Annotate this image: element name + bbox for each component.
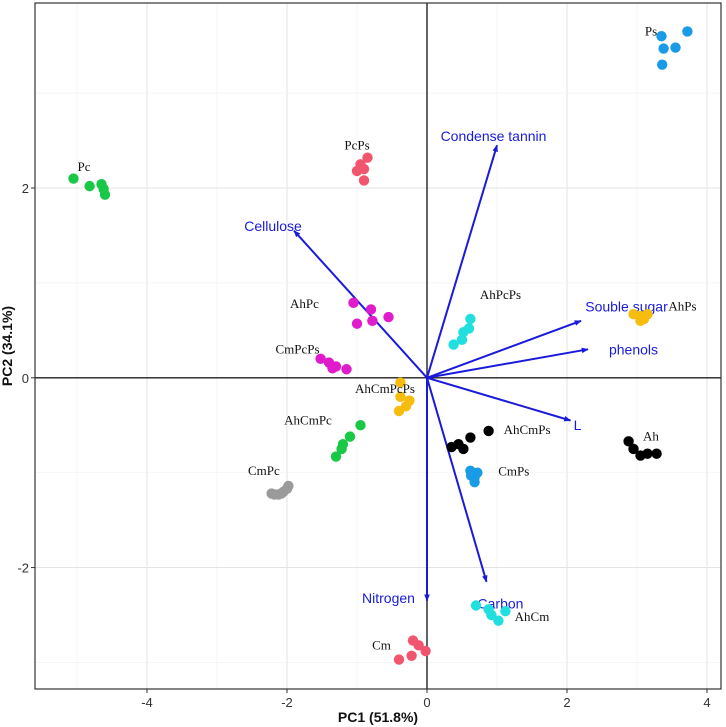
data-point <box>383 311 394 323</box>
data-point <box>486 609 497 621</box>
plot-panel-border <box>34 2 722 690</box>
group-label: CmPc <box>248 463 280 478</box>
data-point <box>670 42 681 53</box>
y-tick-label: 2 <box>22 181 29 196</box>
data-point <box>456 334 468 346</box>
data-point <box>365 304 377 315</box>
data-point <box>351 318 363 329</box>
sample-points <box>68 26 693 665</box>
data-point <box>395 377 406 388</box>
data-point <box>470 600 482 611</box>
data-point <box>84 180 95 192</box>
data-point <box>99 189 111 200</box>
loading-arrow <box>426 377 488 583</box>
data-point <box>266 488 277 499</box>
data-point <box>628 443 639 455</box>
data-point <box>330 451 342 462</box>
loading-arrow <box>426 319 582 379</box>
x-tick-label: -4 <box>141 695 153 710</box>
data-point <box>500 605 511 617</box>
data-point <box>469 476 480 488</box>
loading-label: Nitrogen <box>362 590 415 606</box>
data-point <box>348 297 359 309</box>
data-point <box>367 315 378 327</box>
data-point <box>493 615 504 626</box>
loading-vectors: Condense tannin Cellulose Souble sugar phen… <box>244 128 668 612</box>
group-label: AhPcPs <box>480 287 521 302</box>
data-point <box>362 152 373 163</box>
data-point <box>448 339 459 350</box>
x-tick-label: 0 <box>423 695 430 710</box>
data-point <box>682 26 693 37</box>
loading-arrow <box>293 230 428 379</box>
data-point <box>465 432 476 443</box>
data-point <box>336 443 347 455</box>
data-point <box>642 448 653 459</box>
loading-label: phenols <box>609 341 658 357</box>
group-label: Ah <box>643 429 659 444</box>
loading-label: Cellulose <box>244 218 302 234</box>
group-label: Ps <box>645 23 657 38</box>
group-label: AhCmPcPs <box>355 381 415 396</box>
group-label: AhCmPc <box>284 412 332 427</box>
data-point <box>393 405 405 417</box>
data-point <box>658 43 669 54</box>
x-tick-label: 2 <box>563 695 570 710</box>
data-point <box>358 163 370 175</box>
group-label: Pc <box>78 159 91 174</box>
axis-ticks: -4 -2 0 2 4 -2 0 2 <box>17 181 710 710</box>
group-label: AhCmPs <box>504 422 551 437</box>
group-label: CmPs <box>498 464 529 479</box>
loading-arrow <box>426 376 572 422</box>
group-label: CmPcPs <box>275 341 319 356</box>
data-point <box>656 31 667 42</box>
data-point <box>657 59 668 70</box>
y-axis-title: PC2 (34.1%) <box>0 306 15 386</box>
data-point <box>635 315 646 327</box>
data-point <box>406 650 417 661</box>
data-point <box>651 448 662 459</box>
data-point <box>413 640 424 651</box>
data-point <box>341 364 352 375</box>
x-tick-label: -2 <box>281 695 293 710</box>
group-label: Cm <box>372 637 391 652</box>
y-tick-label: 0 <box>22 371 29 386</box>
loading-label: Souble sugar <box>585 299 668 315</box>
data-point <box>355 420 366 431</box>
data-point <box>458 443 469 455</box>
group-label: AhPs <box>668 299 696 314</box>
loading-arrow <box>426 144 498 379</box>
loading-arrow <box>426 347 589 379</box>
data-point <box>315 353 326 365</box>
data-point <box>623 436 634 447</box>
group-labels: PsPcPcPsAhPcCmPcPsAhCmPcPsAhPcPsAhPsAhCm… <box>78 23 697 652</box>
data-point <box>68 173 79 184</box>
group-label: AhPc <box>290 296 319 311</box>
data-point <box>446 441 457 453</box>
x-tick-label: 4 <box>703 695 710 710</box>
data-point <box>358 175 370 186</box>
data-point <box>395 391 406 402</box>
data-point <box>393 654 405 665</box>
data-point <box>344 431 356 442</box>
data-point <box>465 313 476 325</box>
group-label: AhCm <box>515 609 550 624</box>
data-point <box>420 645 431 657</box>
group-label: PcPs <box>344 137 369 152</box>
y-tick-label: -2 <box>17 561 29 576</box>
x-axis-title: PC1 (51.8%) <box>338 709 418 725</box>
data-point <box>327 363 338 374</box>
data-point <box>483 425 494 437</box>
loading-label: Condense tannin <box>441 128 547 144</box>
loading-label: L <box>574 417 582 433</box>
